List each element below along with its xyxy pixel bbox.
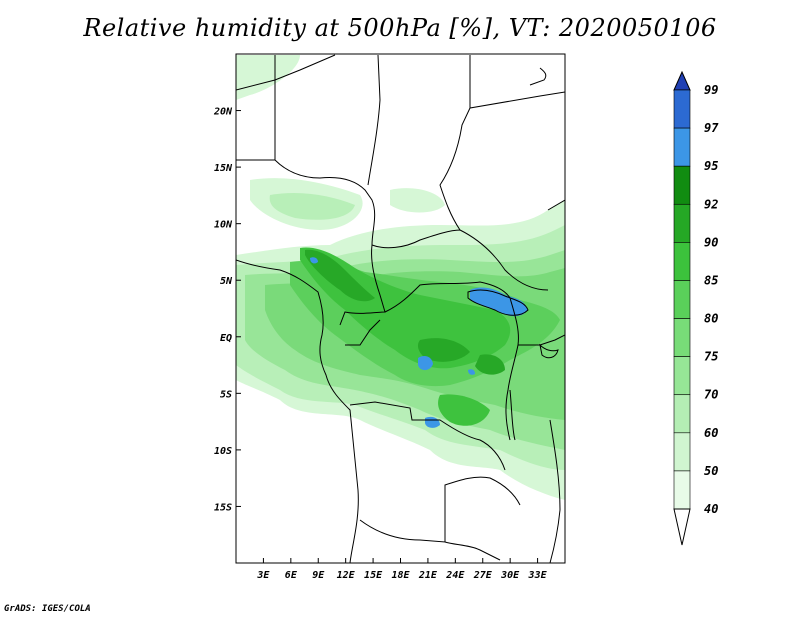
- y-tick-label: 15N: [214, 163, 233, 174]
- humidity-contour-90: [305, 249, 375, 302]
- colorbar-max-arrow: [673, 70, 691, 91]
- x-tick-label: 33E: [528, 570, 548, 581]
- humidity-contour-85: [438, 394, 490, 426]
- coastline: [529, 67, 547, 86]
- lake-outline: [467, 289, 529, 316]
- colorbar-min-arrow: [673, 508, 691, 546]
- border: [236, 54, 336, 91]
- border: [367, 54, 381, 186]
- y-tick-label: 5S: [220, 389, 232, 400]
- border: [371, 229, 549, 291]
- y-tick-label: EQ: [220, 333, 232, 344]
- border: [345, 319, 381, 346]
- border: [384, 281, 511, 313]
- colorbar-level-label: 50: [704, 464, 718, 478]
- coastline: [236, 259, 359, 563]
- colorbar-segment: [673, 127, 691, 167]
- colorbar-level-label: 70: [704, 388, 718, 402]
- humidity-contour-90: [417, 338, 470, 362]
- colorbar-level-label: 75: [704, 350, 718, 364]
- y-tick-label: 10S: [214, 446, 232, 457]
- colorbar-level-label: 40: [704, 502, 718, 516]
- humidity-contour-90: [475, 354, 505, 375]
- y-axis: 20N 15N 10N 5N EQ 5S 10S 15S: [213, 107, 241, 513]
- x-tick-label: 27E: [473, 570, 493, 581]
- humidity-contour-95: [468, 369, 475, 375]
- colorbar-level-label: 60: [704, 426, 718, 440]
- x-tick-label: 15E: [364, 570, 383, 581]
- colorbar-segment: [673, 165, 691, 205]
- coastline: [549, 419, 561, 563]
- x-tick-label: 24E: [445, 570, 465, 581]
- y-tick-label: 20N: [213, 107, 233, 118]
- humidity-contour-50: [390, 188, 445, 213]
- x-tick-label: 18E: [391, 570, 410, 581]
- x-tick-label: 30E: [500, 570, 520, 581]
- colorbar-segment: [673, 89, 691, 129]
- x-axis: 3E 6E 9E 12E 15E 18E 21E 24E 27E 30E 33E: [256, 558, 548, 581]
- x-tick-label: 21E: [418, 570, 438, 581]
- lake-outline: [539, 343, 559, 359]
- credit-label: GrADS: IGES/COLA: [4, 604, 91, 614]
- colorbar-level-label: 80: [704, 312, 718, 326]
- y-tick-label: 5N: [220, 276, 233, 287]
- country-boundaries: [236, 54, 565, 563]
- colorbar-level-label: 95: [704, 159, 718, 173]
- x-tick-label: 9E: [312, 570, 325, 581]
- border: [444, 541, 501, 561]
- border: [505, 297, 519, 441]
- border: [274, 159, 376, 246]
- colorbar-level-label: 92: [704, 197, 718, 211]
- colorbar-segment: [673, 432, 691, 472]
- colorbar-level-label: 90: [704, 235, 718, 249]
- colorbar-level-label: 85: [704, 273, 718, 287]
- humidity-contour-95: [310, 257, 318, 264]
- colorbar-level-label: 99: [704, 83, 718, 97]
- border: [469, 55, 565, 109]
- colorbar-segment: [673, 242, 691, 281]
- border: [349, 401, 506, 471]
- colorbar-segment: [673, 203, 691, 243]
- humidity-contour-95: [418, 356, 433, 371]
- x-tick-label: 6E: [285, 570, 298, 581]
- border: [547, 199, 565, 211]
- y-tick-label: 15S: [214, 502, 232, 513]
- border: [518, 334, 565, 346]
- chart-title: Relative humidity at 500hPa [%], VT: 202…: [83, 14, 717, 42]
- colorbar-level-label: 97: [704, 121, 719, 135]
- humidity-contour-60: [269, 193, 355, 220]
- y-tick-label: 10N: [214, 220, 233, 231]
- colorbar-segment: [673, 470, 691, 510]
- colorbar-segment: [673, 356, 691, 396]
- lake-outline: [509, 389, 516, 441]
- humidity-contour-50: [236, 55, 300, 100]
- x-tick-label: 3E: [256, 570, 270, 581]
- colorbar-segment: [673, 318, 691, 357]
- colorbar-segment: [673, 280, 691, 319]
- humidity-field: [236, 55, 565, 500]
- border: [439, 107, 471, 231]
- x-tick-label: 12E: [337, 570, 356, 581]
- colorbar-segment: [673, 394, 691, 434]
- border: [359, 476, 521, 543]
